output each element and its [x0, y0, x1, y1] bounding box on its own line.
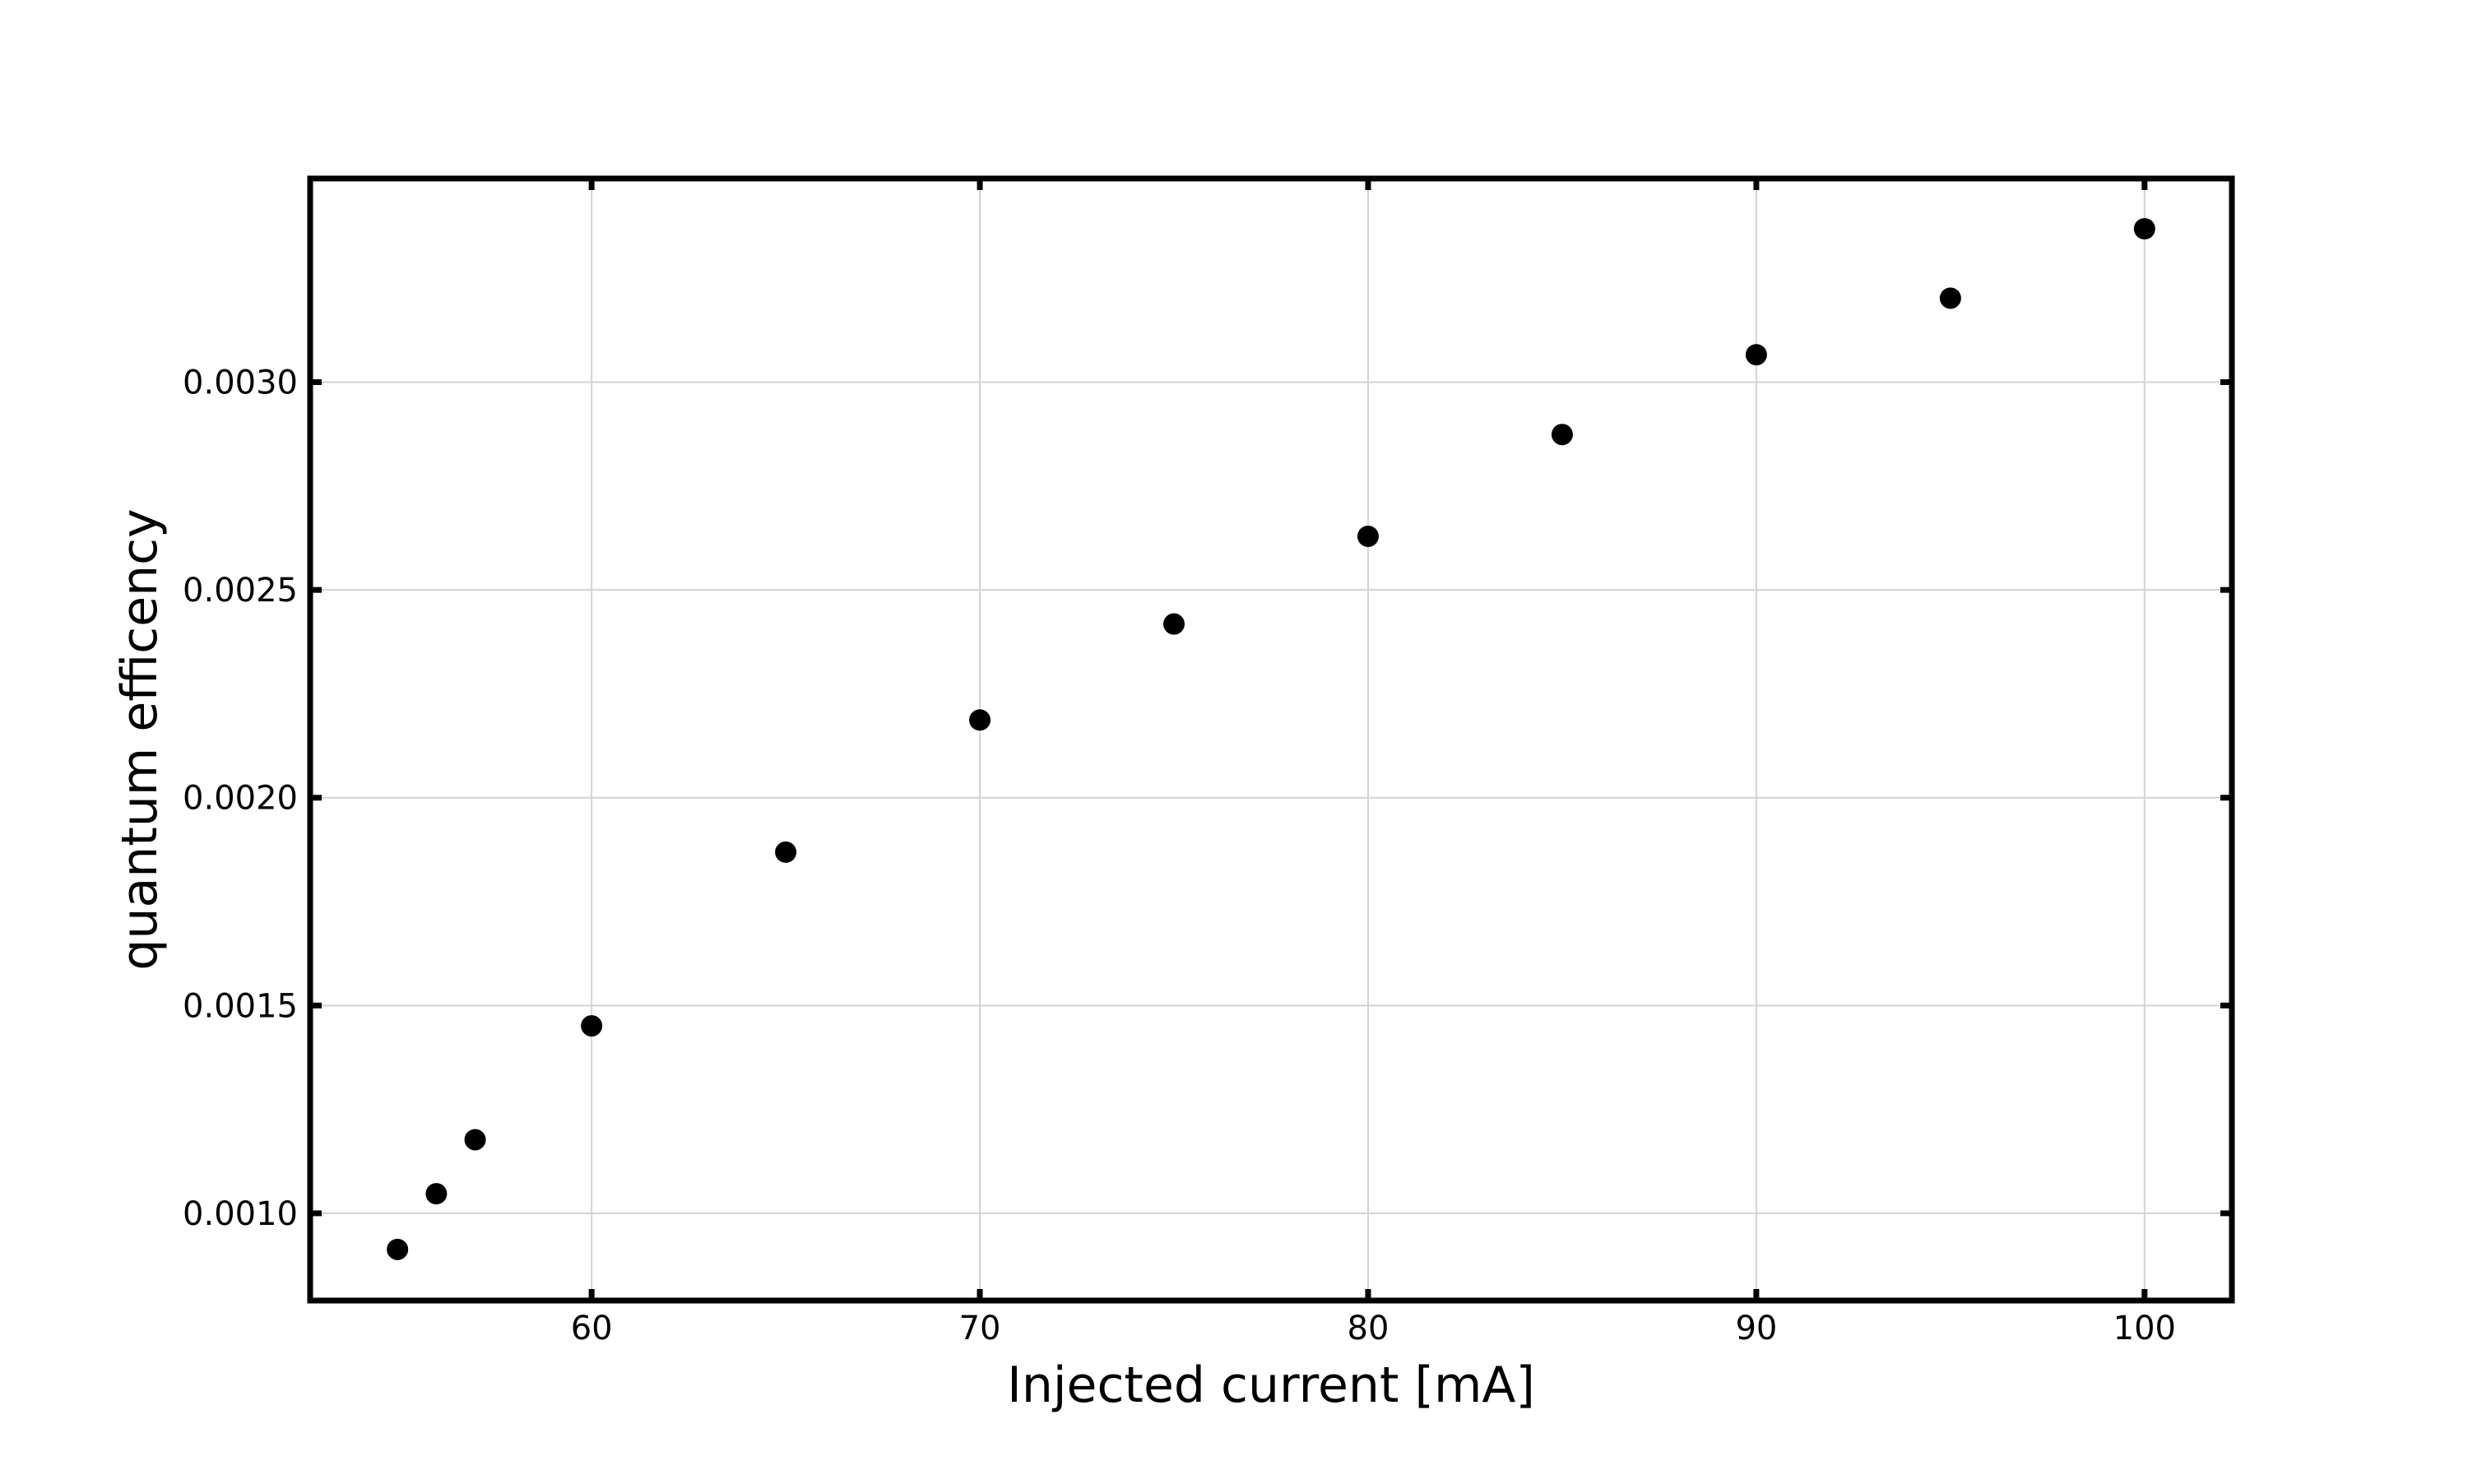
plot-frame [307, 175, 2235, 1304]
data-point [1357, 525, 1379, 547]
grid-layer [310, 179, 2232, 1301]
data-points-layer [387, 218, 2155, 1260]
x-tick-label: 80 [1348, 1310, 1389, 1347]
ticks-layer [310, 179, 2232, 1301]
data-point [387, 1238, 409, 1260]
y-axis-label: quantum efficency [111, 508, 169, 970]
x-tick-label: 100 [2113, 1310, 2176, 1347]
data-point [969, 709, 991, 731]
y-tick-label: 0.0030 [183, 364, 298, 402]
y-tick-label: 0.0025 [183, 572, 298, 610]
data-point [1745, 344, 1767, 366]
y-tick-label: 0.0015 [183, 987, 298, 1025]
data-point [2133, 218, 2155, 240]
data-point [581, 1015, 603, 1037]
y-tick-label: 0.0020 [183, 780, 298, 818]
x-tick-label: 90 [1735, 1310, 1777, 1347]
data-point [1551, 424, 1573, 446]
data-point [1939, 287, 1961, 309]
x-axis-label: Injected current [mA] [1007, 1356, 1535, 1414]
data-point [464, 1129, 486, 1151]
data-point [1163, 613, 1185, 635]
data-point [425, 1183, 448, 1205]
x-tick-label: 60 [571, 1310, 613, 1347]
tick-labels-layer: 60 70 80 90 100 0.0010 0.0015 0.0020 0.0025 0.003… [183, 364, 2176, 1347]
x-tick-label: 70 [959, 1310, 1001, 1347]
y-tick-label: 0.0010 [183, 1195, 298, 1233]
data-point [775, 841, 797, 863]
